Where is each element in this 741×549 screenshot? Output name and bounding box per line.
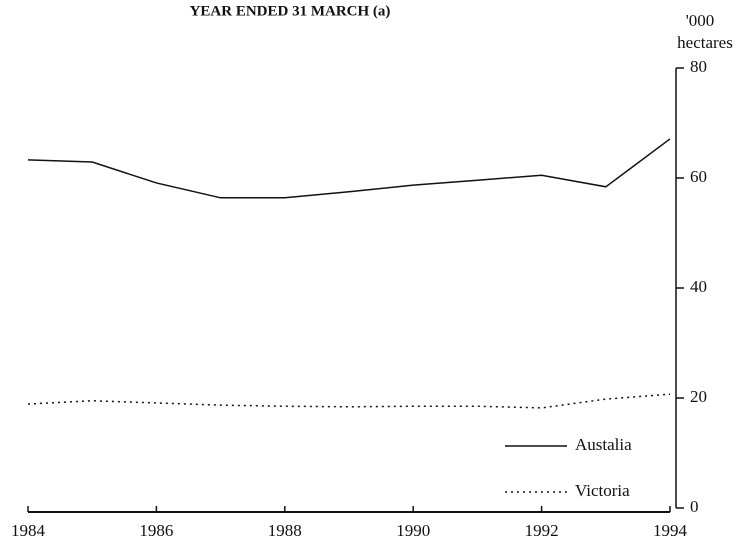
chart-title: YEAR ENDED 31 MARCH (a) (190, 3, 391, 19)
y-tick-label: 0 (690, 497, 699, 516)
y-tick-label: 80 (690, 57, 707, 76)
x-tick-label: 1988 (268, 521, 302, 540)
x-tick-label: 1984 (11, 521, 46, 540)
y-tick-label: 40 (690, 277, 707, 296)
y-axis-label: '000 (686, 11, 715, 30)
series-line (27, 393, 671, 409)
legend-label: Victoria (575, 481, 630, 500)
series-line (27, 138, 671, 199)
x-tick-label: 1992 (525, 521, 559, 540)
y-tick-label: 20 (690, 387, 707, 406)
x-tick-label: 1990 (396, 521, 430, 540)
y-tick-label: 60 (690, 167, 707, 186)
x-tick-label: 1994 (653, 521, 688, 540)
y-axis-label: hectares (677, 33, 733, 52)
x-tick-label: 1986 (139, 521, 173, 540)
legend-label: Austalia (575, 435, 632, 454)
